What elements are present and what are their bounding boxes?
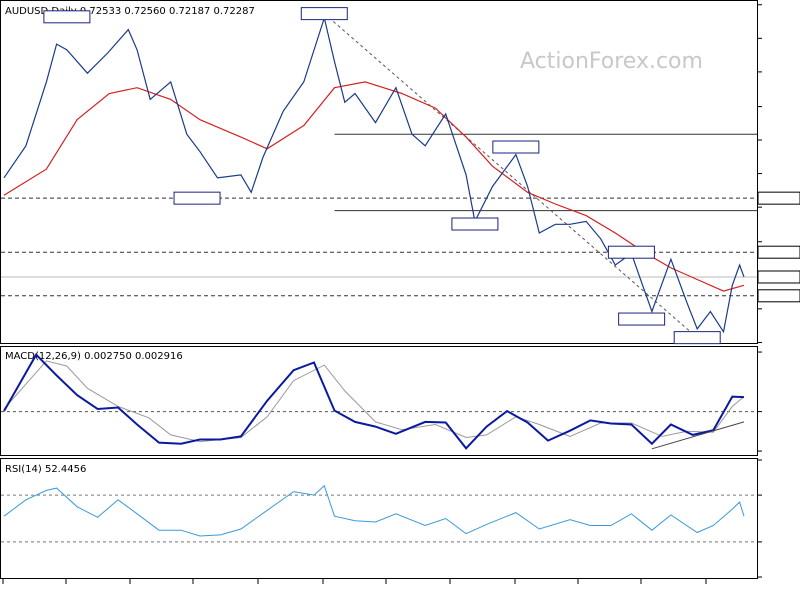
annotation-box [300,7,348,21]
price-box [757,245,800,259]
annotation-box [673,331,721,345]
close-price-line [3,15,745,334]
price-annotations [43,7,721,345]
rsi-panel-frame [0,458,758,579]
watermark: ActionForex.com [520,49,703,74]
macd-y-axis [757,351,762,452]
x-axis [2,579,707,584]
price-panel-frame [0,0,758,344]
annotation-box [451,217,499,231]
annotation-box [492,140,540,154]
macd-header: MACD(12,26,9) 0.002750 0.002916 [5,351,183,362]
macd-panel: MACD(12,26,9) 0.002750 0.002916 [0,346,762,456]
annotation-box [607,245,655,259]
price-header: AUDUSD,Daily 0.72533 0.72560 0.72187 0.7… [5,6,255,17]
price-box [757,191,800,205]
macd-line [3,353,745,450]
annotation-box [43,10,91,24]
downtrend-line [323,13,698,339]
price-y-axis [757,4,800,343]
annotation-box [618,312,666,326]
macd-series [1,353,757,450]
price-box [757,270,800,284]
macd-trendline [651,421,745,450]
rsi-line [3,484,745,537]
rsi-y-axis [757,459,762,578]
rsi-header: RSI(14) 52.4456 [5,464,86,475]
macd-panel-frame [0,346,758,456]
rsi-panel: RSI(14) 52.4456 [0,458,762,579]
macd-signal-line [3,360,745,443]
rsi-series [1,484,757,543]
annotation-box [173,191,221,205]
price-box [757,289,800,303]
price-panel: AUDUSD,Daily 0.72533 0.72560 0.72187 0.7… [0,0,800,345]
